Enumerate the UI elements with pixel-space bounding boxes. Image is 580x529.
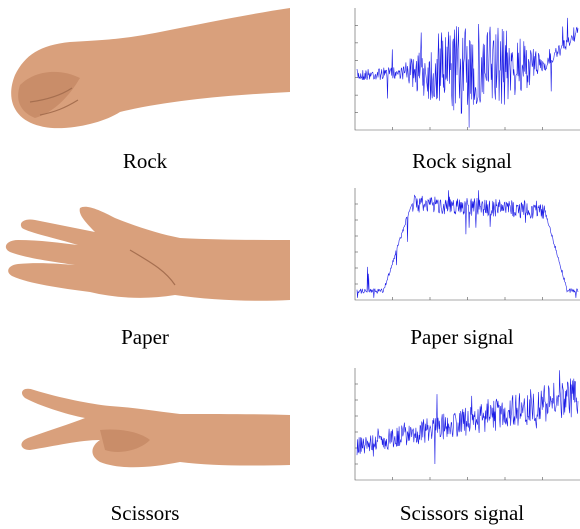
signal-trace — [357, 18, 578, 128]
plot-axes — [355, 188, 580, 300]
figure: Rock Rock signal Paper Paper signal Scis… — [0, 0, 580, 529]
image-label: Scissors — [111, 501, 180, 525]
signal-label: Scissors signal — [400, 501, 524, 525]
image-label: Rock — [123, 149, 168, 173]
image-label: Paper — [121, 325, 169, 349]
scissors-image — [21, 389, 290, 468]
signal-label: Paper signal — [410, 325, 513, 349]
paper-image — [6, 207, 290, 301]
rock-image — [11, 8, 290, 128]
signal-plots — [355, 8, 580, 480]
signal-trace — [357, 190, 578, 298]
signal-trace — [357, 370, 578, 464]
signal-label: Rock signal — [412, 149, 512, 173]
